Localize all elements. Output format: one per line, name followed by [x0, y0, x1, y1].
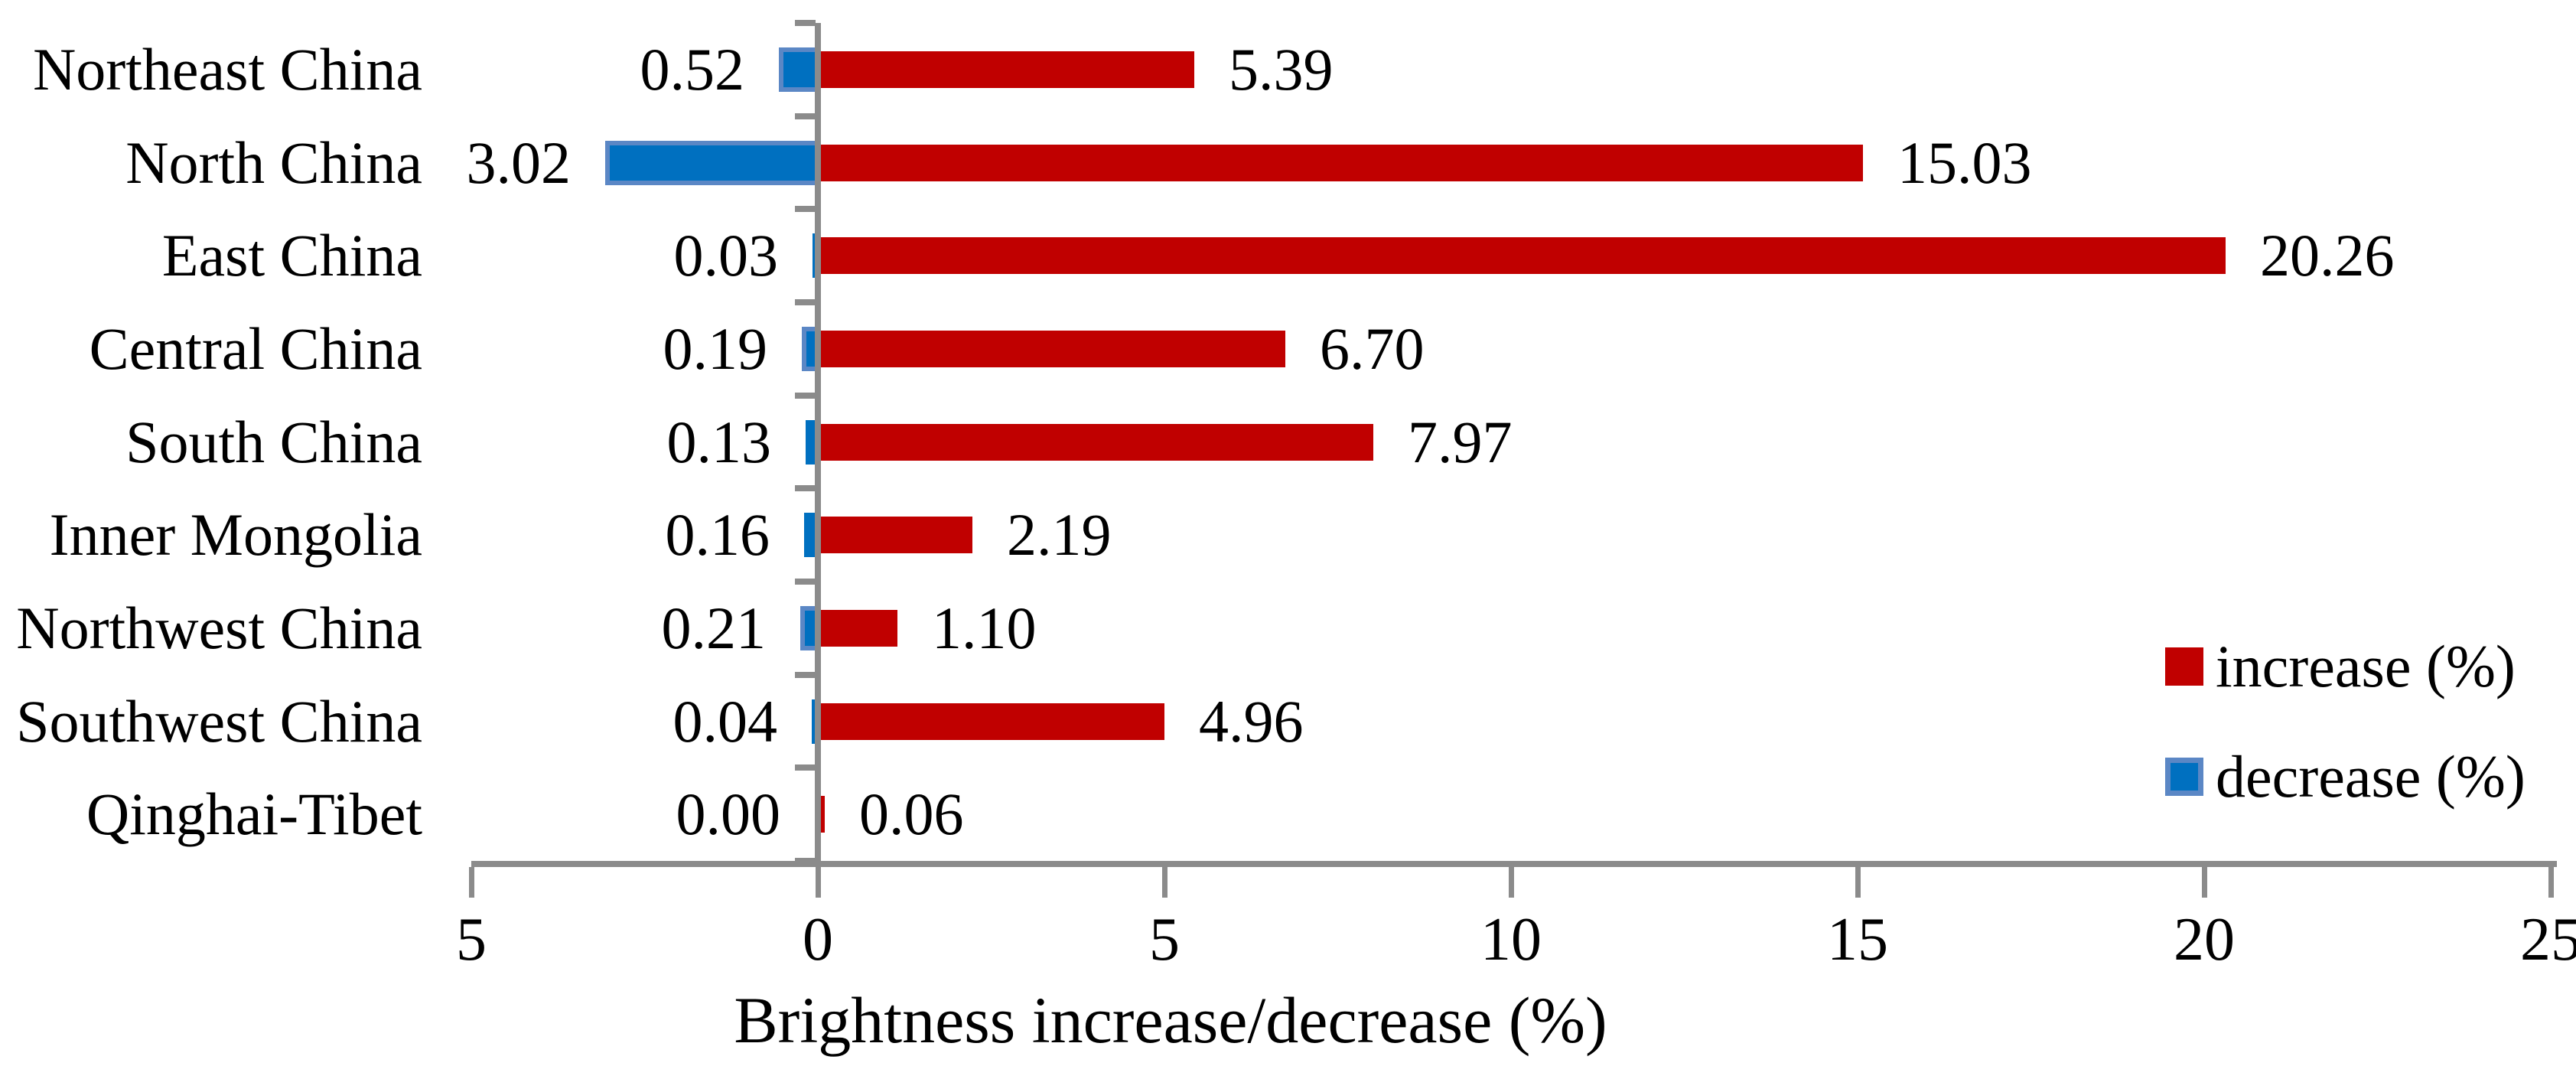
increase-value-label: 4.96	[1199, 687, 1304, 755]
increase-bar	[821, 237, 2226, 275]
increase-value-label: 0.06	[859, 781, 964, 848]
decrease-bar	[800, 605, 815, 650]
increase-bar	[821, 51, 1194, 88]
x-axis-line	[471, 861, 2557, 867]
category-label: North China	[125, 129, 422, 196]
x-tick-label: 5	[456, 906, 487, 973]
increase-value-label: 5.39	[1229, 35, 1334, 103]
decrease-swatch-icon	[2165, 758, 2203, 796]
category-label: Northeast China	[32, 35, 422, 103]
category-tick	[795, 485, 816, 492]
category-tick	[795, 206, 816, 213]
legend-item-increase: increase (%)	[2165, 634, 2526, 699]
x-tick-label: 5	[1149, 906, 1180, 973]
x-tick-label: 25	[2520, 906, 2576, 973]
x-tick-label: 0	[803, 906, 833, 973]
legend-label-decrease: decrease (%)	[2216, 743, 2526, 810]
decrease-bar	[605, 140, 815, 185]
increase-value-label: 20.26	[2260, 222, 2395, 289]
increase-value-label: 1.10	[932, 594, 1037, 661]
category-tick	[795, 579, 816, 585]
increase-value-label: 15.03	[1897, 129, 2032, 196]
decrease-bar	[779, 47, 815, 92]
decrease-value-label: 0.52	[640, 35, 745, 103]
decrease-bar	[813, 233, 815, 279]
category-tick	[795, 112, 816, 119]
category-tick	[795, 671, 816, 678]
increase-swatch-icon	[2165, 647, 2203, 686]
legend-item-decrease: decrease (%)	[2165, 744, 2526, 810]
x-axis-title: Brightness increase/decrease (%)	[734, 983, 1607, 1057]
category-tick	[795, 299, 816, 305]
decrease-bar	[804, 513, 815, 558]
category-label: South China	[125, 408, 422, 475]
x-tick	[1162, 867, 1168, 898]
x-tick-label: 15	[1827, 906, 1888, 973]
category-label: Central China	[89, 315, 422, 382]
increase-bar	[821, 796, 825, 833]
legend-label-increase: increase (%)	[2216, 633, 2516, 699]
decrease-value-label: 0.16	[665, 501, 770, 569]
x-tick	[1509, 867, 1514, 898]
increase-bar	[821, 517, 972, 554]
category-label: East China	[161, 222, 422, 289]
x-tick	[2548, 867, 2554, 898]
category-label: Inner Mongolia	[49, 501, 422, 569]
decrease-value-label: 0.13	[666, 408, 772, 475]
decrease-bar	[802, 326, 815, 371]
category-label: Northwest China	[16, 594, 422, 661]
decrease-bar	[806, 419, 815, 465]
increase-value-label: 2.19	[1007, 501, 1112, 569]
increase-value-label: 7.97	[1408, 408, 1513, 475]
y-axis-line	[815, 23, 821, 867]
category-tick	[795, 20, 816, 26]
increase-bar	[821, 330, 1285, 367]
increase-bar	[821, 423, 1373, 461]
x-tick-label: 20	[2174, 906, 2235, 973]
x-tick	[469, 867, 474, 898]
x-tick	[1855, 867, 1861, 898]
x-tick	[2202, 867, 2207, 898]
increase-value-label: 6.70	[1320, 315, 1425, 382]
decrease-value-label: 0.03	[673, 222, 779, 289]
legend: increase (%) decrease (%)	[2165, 634, 2526, 810]
increase-bar	[821, 609, 897, 647]
category-label: Southwest China	[16, 687, 422, 755]
decrease-value-label: 0.19	[663, 315, 768, 382]
decrease-value-label: 3.02	[466, 129, 572, 196]
increase-bar	[821, 703, 1164, 740]
category-tick	[795, 392, 816, 399]
x-tick	[816, 867, 821, 898]
category-tick	[795, 764, 816, 771]
increase-bar	[821, 144, 1863, 181]
decrease-value-label: 0.00	[676, 781, 781, 848]
category-label: Qinghai-Tibet	[86, 781, 422, 848]
decrease-value-label: 0.04	[672, 687, 778, 755]
x-tick-label: 10	[1480, 906, 1542, 973]
decrease-bar	[812, 699, 815, 744]
decrease-value-label: 0.21	[661, 594, 767, 661]
